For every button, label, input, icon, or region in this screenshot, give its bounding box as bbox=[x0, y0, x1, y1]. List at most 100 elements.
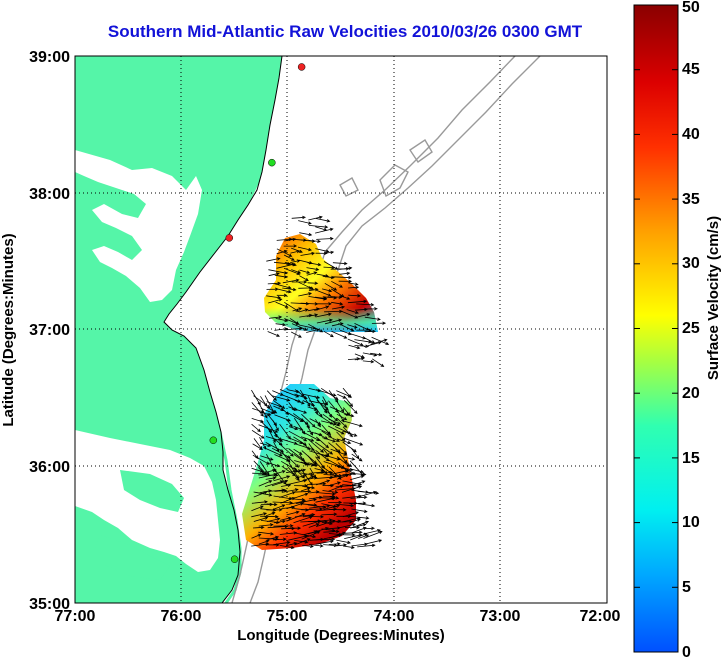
velocity-arrow bbox=[328, 531, 346, 539]
velocity-arrow bbox=[323, 407, 339, 422]
velocity-arrow bbox=[298, 292, 313, 297]
velocity-arrow bbox=[251, 512, 268, 518]
radar-stations bbox=[209, 63, 306, 563]
velocity-arrow bbox=[300, 487, 311, 492]
velocity-arrow bbox=[349, 501, 367, 505]
velocity-arrow bbox=[371, 358, 385, 368]
velocity-arrow bbox=[260, 407, 275, 415]
velocity-arrow bbox=[280, 438, 298, 445]
x-tick-label: 75:00 bbox=[267, 608, 308, 625]
velocity-arrow bbox=[272, 419, 279, 432]
velocity-arrow bbox=[293, 448, 303, 455]
velocity-arrow bbox=[315, 537, 336, 542]
velocity-arrow bbox=[300, 436, 315, 442]
colorbar-tick-label: 20 bbox=[682, 385, 700, 402]
x-tick-label: 74:00 bbox=[374, 608, 415, 625]
velocity-arrow bbox=[316, 436, 330, 449]
velocity-arrow bbox=[251, 500, 268, 504]
velocity-arrow bbox=[316, 290, 332, 297]
velocity-arrow bbox=[301, 442, 311, 451]
velocity-arrow bbox=[343, 545, 355, 549]
velocity-arrow bbox=[351, 526, 367, 534]
velocity-arrow bbox=[294, 399, 305, 405]
velocity-arrow bbox=[316, 470, 334, 475]
velocity-arrow bbox=[351, 472, 367, 477]
velocity-arrow bbox=[371, 321, 387, 325]
velocity-arrow bbox=[275, 301, 289, 308]
radar-station-marker bbox=[268, 158, 276, 167]
velocity-arrow bbox=[300, 472, 314, 477]
velocity-arrow bbox=[364, 329, 376, 334]
velocity-arrow bbox=[354, 357, 365, 361]
velocity-arrow bbox=[288, 426, 299, 431]
velocity-arrow bbox=[260, 396, 268, 407]
velocity-arrow bbox=[274, 470, 286, 475]
velocity-arrow bbox=[322, 448, 330, 457]
x-tick-label: 73:00 bbox=[480, 608, 521, 625]
x-tick-label: 72:00 bbox=[580, 608, 621, 625]
velocity-arrow bbox=[350, 468, 365, 474]
velocity-arrow bbox=[343, 395, 354, 408]
velocity-arrow bbox=[287, 502, 304, 509]
velocity-arrow bbox=[297, 246, 312, 252]
velocity-arrow bbox=[251, 505, 264, 512]
velocity-arrow bbox=[328, 418, 342, 425]
velocity-arrow bbox=[299, 275, 309, 282]
velocity-arrow bbox=[336, 539, 351, 545]
velocity-arrow bbox=[309, 544, 324, 548]
velocity-arrow bbox=[331, 280, 343, 288]
velocity-arrow bbox=[308, 443, 321, 460]
velocity-arrow bbox=[308, 215, 323, 221]
velocity-arrow bbox=[251, 423, 261, 433]
velocity-arrow bbox=[350, 495, 368, 500]
velocity-arrow bbox=[364, 526, 375, 531]
velocity-arrow bbox=[295, 498, 317, 504]
velocity-arrow bbox=[308, 495, 323, 500]
velocity-arrow bbox=[332, 305, 346, 310]
velocity-arrow bbox=[315, 496, 336, 503]
velocity-arrow bbox=[253, 491, 268, 498]
velocity-arrow bbox=[251, 402, 264, 417]
velocity-arrow bbox=[315, 312, 332, 318]
velocity-arrow bbox=[328, 542, 341, 546]
velocity-arrow bbox=[341, 485, 363, 493]
velocity-arrow bbox=[302, 485, 316, 490]
velocity-arrow bbox=[282, 287, 297, 292]
x-axis: 77:00 76:00 75:00 74:00 73:00 72:00 Long… bbox=[55, 608, 621, 644]
velocity-arrow bbox=[252, 443, 264, 451]
velocity-arrow bbox=[308, 287, 319, 292]
velocity-arrow bbox=[336, 418, 348, 428]
velocity-arrow bbox=[348, 344, 361, 350]
velocity-arrow bbox=[267, 407, 278, 414]
velocity-arrow bbox=[323, 330, 334, 338]
velocity-arrow bbox=[347, 324, 358, 329]
velocity-arrow bbox=[314, 441, 334, 455]
velocity-arrow bbox=[274, 283, 292, 290]
velocity-arrow bbox=[339, 266, 353, 270]
velocity-arrow bbox=[336, 401, 345, 413]
velocity-arrow bbox=[358, 503, 376, 508]
velocity-arrow bbox=[323, 504, 341, 510]
velocity-arrow bbox=[356, 490, 378, 498]
velocity-arrow bbox=[252, 525, 265, 530]
velocity-arrow bbox=[358, 534, 370, 539]
velocity-arrow bbox=[324, 250, 335, 255]
velocity-arrow bbox=[315, 492, 336, 496]
velocity-arrow bbox=[268, 269, 288, 275]
velocity-arrow bbox=[257, 402, 268, 419]
velocity-arrow bbox=[347, 299, 368, 304]
velocity-arrow bbox=[265, 476, 277, 480]
y-tick-label: 36:00 bbox=[29, 459, 70, 476]
velocity-arrow bbox=[280, 497, 296, 504]
velocity-arrow bbox=[291, 269, 302, 274]
velocity-arrow bbox=[350, 520, 370, 529]
velocity-arrow bbox=[322, 437, 337, 443]
velocity-arrow bbox=[274, 519, 286, 524]
velocity-arrow bbox=[356, 523, 367, 527]
velocity-arrow bbox=[291, 323, 308, 331]
velocity-arrow bbox=[272, 399, 286, 409]
colorbar-tick-label: 25 bbox=[682, 320, 700, 337]
plot-frame bbox=[74, 55, 608, 604]
velocity-arrow bbox=[329, 436, 341, 442]
velocity-arrow bbox=[342, 387, 352, 399]
